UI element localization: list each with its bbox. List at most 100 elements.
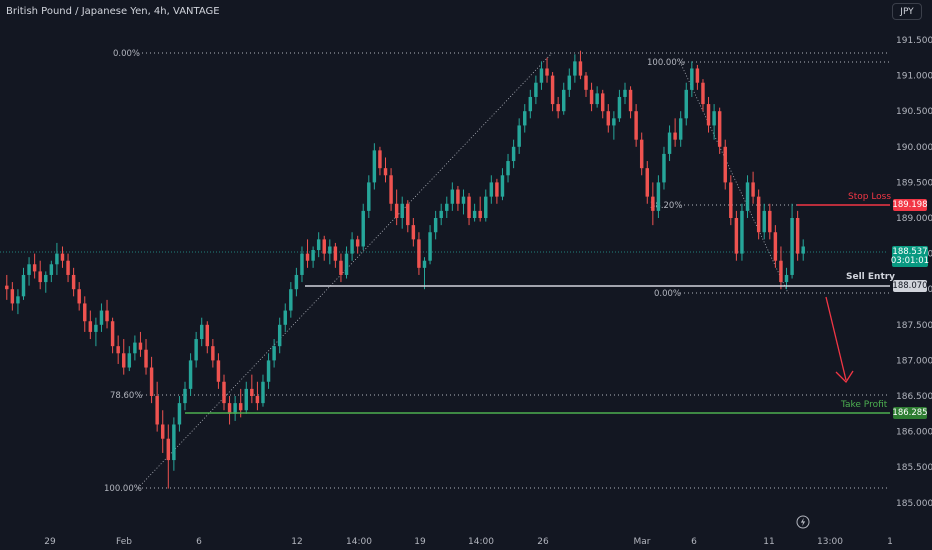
candle-body bbox=[723, 146, 727, 183]
candle-body bbox=[149, 367, 154, 396]
candle-body bbox=[133, 342, 137, 354]
candle-body bbox=[272, 346, 276, 361]
candle-body bbox=[44, 274, 48, 283]
candle-body bbox=[639, 139, 644, 169]
candle-body bbox=[183, 388, 187, 404]
candle-body bbox=[662, 153, 666, 183]
candle-body bbox=[283, 310, 287, 325]
candle-body bbox=[21, 274, 26, 297]
price-tick: 189.500 bbox=[896, 178, 932, 188]
chart-title: British Pound / Japanese Yen, 4h, VANTAG… bbox=[6, 6, 220, 17]
candle-body bbox=[439, 210, 443, 218]
price-tick: 190.000 bbox=[896, 143, 932, 153]
candle-body bbox=[66, 260, 70, 275]
time-tick: 13:00 bbox=[817, 537, 843, 547]
candle-body bbox=[756, 196, 761, 233]
candle-body bbox=[472, 210, 477, 218]
candle-body bbox=[678, 118, 683, 140]
candle-body bbox=[645, 168, 649, 197]
fib-right-label-0: 0.00% bbox=[654, 289, 681, 299]
candle-body bbox=[578, 61, 583, 76]
candle-body bbox=[628, 89, 633, 112]
candle-body bbox=[77, 289, 81, 304]
candle-body bbox=[27, 264, 31, 275]
current-price-value: 188.537 bbox=[892, 246, 928, 257]
price-axis: 191.500 191.000 190.500 190.000 189.500 189.0… bbox=[896, 36, 932, 509]
candle-body bbox=[5, 285, 9, 290]
candle-body bbox=[417, 239, 421, 268]
currency-button[interactable]: JPY bbox=[892, 3, 922, 20]
candle-body bbox=[729, 182, 733, 218]
candle-body bbox=[238, 403, 243, 411]
candle-body bbox=[233, 403, 237, 414]
candle-body bbox=[550, 75, 555, 105]
candle-body bbox=[161, 424, 165, 439]
candle-body bbox=[172, 424, 176, 461]
candle-body bbox=[801, 246, 805, 254]
price-tick: 187.000 bbox=[896, 356, 932, 366]
down-arrow-icon[interactable] bbox=[825, 296, 854, 384]
price-tick: 185.000 bbox=[896, 499, 932, 509]
price-tick: 186.000 bbox=[896, 428, 932, 438]
candle-body bbox=[600, 93, 605, 112]
candle-body bbox=[511, 146, 516, 162]
candle-body bbox=[773, 232, 778, 261]
fib-retracement-left[interactable]: 0.00% 78.60% 100.00% bbox=[104, 49, 890, 494]
time-tick: 6 bbox=[196, 537, 202, 547]
candle-body bbox=[211, 346, 215, 361]
candle-body bbox=[684, 89, 688, 119]
candle-body bbox=[667, 132, 672, 154]
candle-body bbox=[523, 111, 527, 126]
candle-body bbox=[467, 196, 471, 218]
candle-body bbox=[289, 289, 293, 311]
fib-retracement-right[interactable]: 100.00% 38.20% 0.00% bbox=[647, 58, 890, 299]
candle-body bbox=[612, 118, 616, 126]
candle-body bbox=[762, 210, 766, 233]
price-tick: 191.500 bbox=[896, 36, 932, 46]
candle-body bbox=[506, 161, 510, 176]
candle-body bbox=[606, 111, 611, 126]
stop-loss-label: Stop Loss bbox=[848, 192, 892, 202]
candle-body bbox=[534, 82, 538, 97]
candle-body bbox=[116, 346, 120, 354]
candle-body bbox=[177, 403, 182, 425]
lightning-icon[interactable] bbox=[796, 515, 810, 529]
fib-left-label-786: 78.60% bbox=[110, 391, 142, 401]
candle-body bbox=[316, 239, 321, 251]
time-tick: 14:00 bbox=[468, 537, 494, 547]
candle-body bbox=[166, 438, 171, 461]
candle-body bbox=[779, 260, 783, 283]
candle-body bbox=[445, 203, 449, 211]
bar-countdown: 03:01:01 bbox=[890, 255, 930, 266]
candle-body bbox=[717, 111, 722, 147]
candle-body bbox=[567, 75, 572, 90]
candle-body bbox=[478, 210, 482, 218]
candle-body bbox=[383, 168, 388, 176]
candle-body bbox=[10, 289, 15, 304]
candle-body bbox=[500, 175, 505, 197]
candle-body bbox=[378, 150, 382, 169]
time-tick: 11 bbox=[763, 537, 774, 547]
candle-body bbox=[484, 196, 488, 218]
candle-body bbox=[205, 324, 210, 347]
price-tick: 189.000 bbox=[896, 214, 932, 224]
candle-body bbox=[595, 93, 599, 105]
candle-body bbox=[367, 182, 371, 211]
candle-body bbox=[556, 104, 560, 112]
candle-body bbox=[706, 104, 711, 126]
candle-body bbox=[55, 253, 59, 265]
candle-body bbox=[784, 274, 789, 283]
candle-body bbox=[144, 349, 148, 368]
candle-body bbox=[433, 218, 438, 233]
candle-body bbox=[461, 196, 466, 204]
time-tick: 26 bbox=[537, 537, 549, 547]
candle-body bbox=[122, 353, 126, 368]
time-axis: 29 Feb 6 12 14:00 19 14:00 26 Mar 6 11 13:00 1 bbox=[44, 537, 893, 547]
price-tick: 190.500 bbox=[896, 107, 932, 117]
fib-right-trendline bbox=[679, 61, 789, 294]
candle-body bbox=[266, 360, 271, 382]
candle-body bbox=[489, 182, 494, 197]
candle-body bbox=[745, 182, 750, 211]
candle-body bbox=[83, 303, 87, 322]
